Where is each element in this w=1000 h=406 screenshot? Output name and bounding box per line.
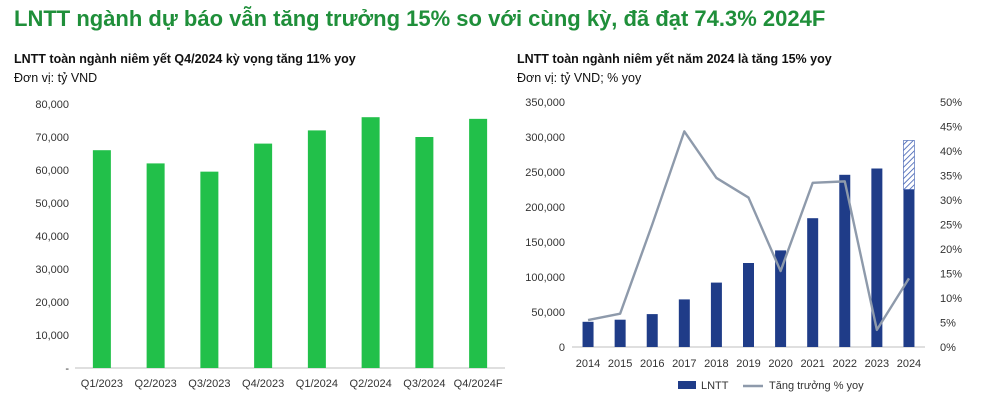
x-tick-label: 2014 <box>576 358 600 370</box>
growth-line <box>587 130 910 332</box>
bar-lntt <box>871 168 883 347</box>
x-tick-label: Q2/2024 <box>350 378 392 390</box>
y-tick-label: 200,000 <box>525 202 565 214</box>
y-tick-label: 0 <box>559 342 565 354</box>
y-tick-label: 40,000 <box>35 231 69 243</box>
x-tick-label: Q3/2024 <box>403 378 445 390</box>
y2-tick-label: 20% <box>940 244 962 256</box>
legend-swatch-lntt <box>678 381 696 389</box>
page-title: LNTT ngành dự báo vẫn tăng trưởng 15% so… <box>14 6 826 31</box>
bar-lntt <box>678 299 690 347</box>
bar-lntt <box>903 189 915 347</box>
bar <box>92 150 111 368</box>
x-tick-label: 2015 <box>608 358 632 370</box>
x-tick-label: 2022 <box>833 358 857 370</box>
right-chart-unit: Đơn vị: tỷ VND; % yoy <box>517 71 642 85</box>
bar-lntt <box>807 218 819 347</box>
y-tick-label: 10,000 <box>35 330 69 342</box>
x-tick-label: Q4/2024F <box>454 378 503 390</box>
y2-tick-label: 0% <box>940 342 956 354</box>
y2-tick-label: 35% <box>940 171 962 183</box>
bar <box>307 130 326 368</box>
y2-tick-label: 30% <box>940 195 962 207</box>
bar-lntt <box>775 250 787 347</box>
x-tick-label: Q2/2023 <box>135 378 177 390</box>
y-tick-label: 30,000 <box>35 264 69 276</box>
y-tick-label: 70,000 <box>35 132 69 144</box>
y2-tick-label: 40% <box>940 146 962 158</box>
bar-forecast-hatched <box>903 140 915 190</box>
y-tick-label: 250,000 <box>525 167 565 179</box>
x-tick-label: Q1/2024 <box>296 378 338 390</box>
x-tick-label: 2019 <box>736 358 760 370</box>
right-chart-title: LNTT toàn ngành niêm yết năm 2024 là tăn… <box>517 52 832 66</box>
x-tick-label: 2018 <box>704 358 728 370</box>
y2-tick-label: 25% <box>940 220 962 232</box>
left-bar-chart: - 10,000 20,000 30,000 40,000 50,000 60,000 70,… <box>35 99 505 390</box>
bar <box>200 171 219 368</box>
y-tick-label: 350,000 <box>525 97 565 109</box>
x-tick-label: 2021 <box>800 358 824 370</box>
bar-lntt <box>839 174 851 347</box>
x-tick-label: 2024 <box>897 358 921 370</box>
bar-lntt <box>614 319 626 347</box>
bar <box>469 118 488 368</box>
bar-lntt <box>646 314 658 347</box>
y2-tick-label: 10% <box>940 293 962 305</box>
y-tick-label: 150,000 <box>525 237 565 249</box>
bar-lntt <box>710 282 722 347</box>
x-tick-label: Q4/2023 <box>242 378 284 390</box>
x-tick-label: 2020 <box>768 358 792 370</box>
y2-tick-label: 5% <box>940 318 956 330</box>
x-tick-label: Q1/2023 <box>81 378 123 390</box>
y-tick-label: 300,000 <box>525 132 565 144</box>
y-tick-label: 50,000 <box>531 307 565 319</box>
x-tick-label: 2023 <box>865 358 889 370</box>
bar <box>361 117 380 368</box>
left-chart-unit: Đơn vị: tỷ VND <box>14 71 98 85</box>
y2-tick-label: 50% <box>940 97 962 109</box>
bar <box>415 137 434 368</box>
right-combo-chart: 0 50,000 100,000 150,000 200,000 250,000 300,0… <box>525 97 962 392</box>
y-tick-label: - <box>65 363 69 375</box>
bar <box>146 163 165 368</box>
y-tick-label: 100,000 <box>525 272 565 284</box>
y-tick-label: 60,000 <box>35 165 69 177</box>
y-tick-label: 20,000 <box>35 297 69 309</box>
y2-tick-label: 45% <box>940 122 962 134</box>
bar <box>254 143 273 368</box>
y2-tick-label: 15% <box>940 269 962 281</box>
bar-lntt <box>743 263 754 347</box>
y-tick-label: 50,000 <box>35 198 69 210</box>
x-tick-label: 2016 <box>640 358 664 370</box>
left-chart-title: LNTT toàn ngành niêm yết Q4/2024 kỳ vọng… <box>14 52 356 66</box>
bar-lntt <box>582 321 594 347</box>
legend-label-lntt: LNTT <box>701 380 729 392</box>
x-tick-label: Q3/2023 <box>188 378 230 390</box>
x-tick-label: 2017 <box>672 358 696 370</box>
legend-label-growth: Tăng trưởng % yoy <box>769 380 864 392</box>
y-tick-label: 80,000 <box>35 99 69 111</box>
